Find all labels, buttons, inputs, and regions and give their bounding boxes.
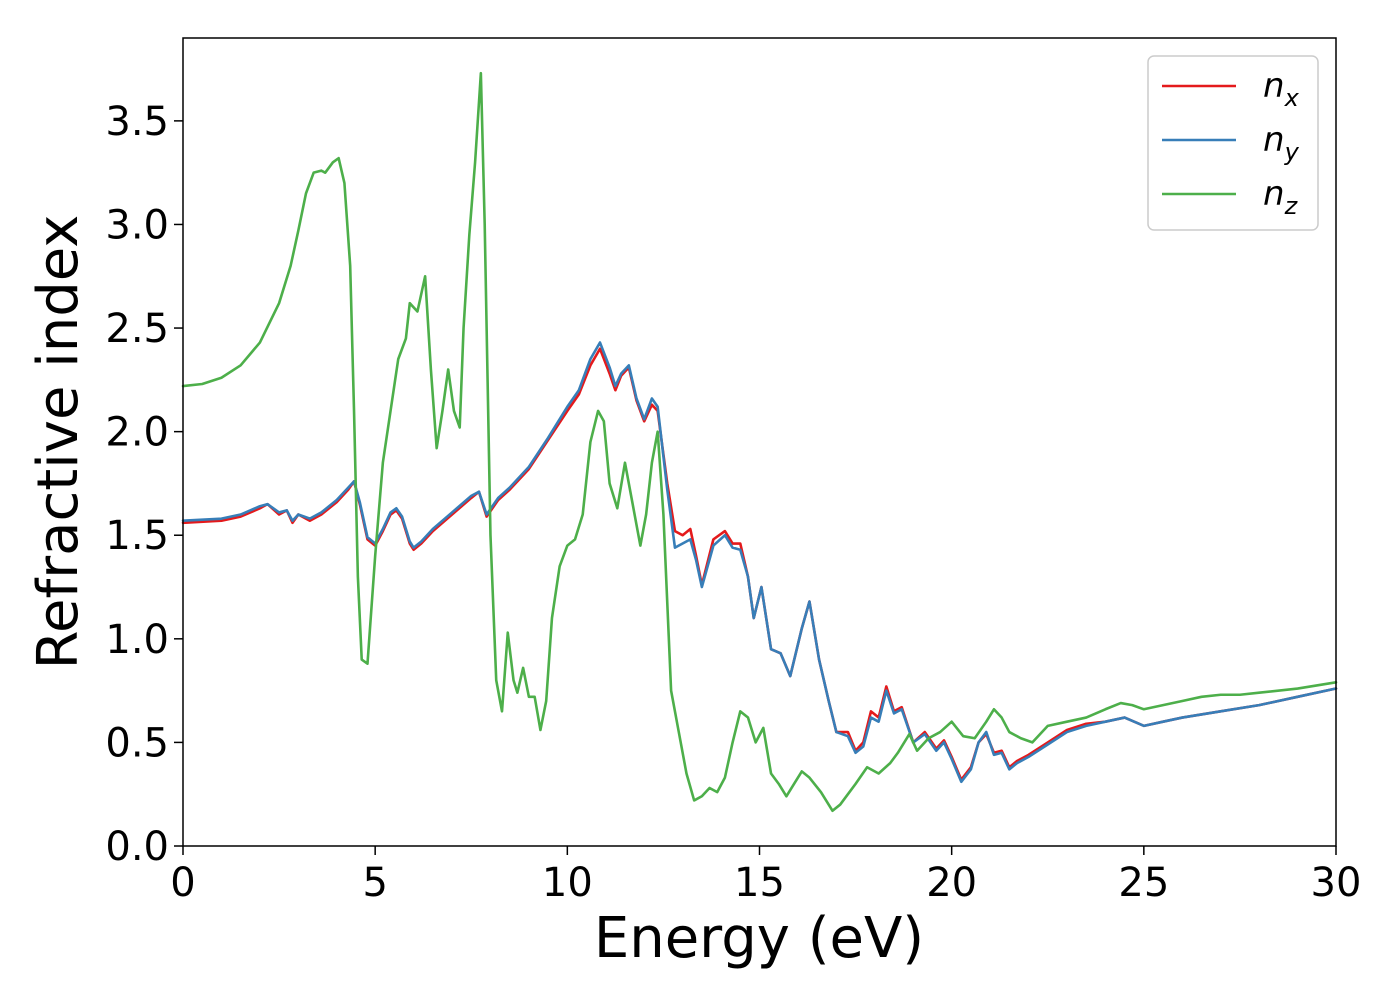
y-axis: 0.0 0.5 1.0 1.5 2.0 2.5 3.0 3.5: [105, 99, 183, 870]
x-axis: 0 5 10 15 20 25 30: [170, 846, 1361, 906]
legend-box: [1147, 55, 1319, 231]
x-tick-label: 5: [362, 860, 387, 906]
legend-label-ny: ny: [1263, 120, 1300, 166]
series-layer: [181, 71, 1338, 813]
y-tick-label: 3.0: [105, 202, 169, 248]
y-tick-label: 0.0: [105, 824, 169, 870]
x-tick-label: 30: [1311, 860, 1362, 906]
y-tick-label: 1.5: [105, 513, 169, 559]
x-tick-label: 20: [926, 860, 977, 906]
y-tick-label: 0.5: [105, 720, 169, 766]
plot-background: [183, 38, 1336, 846]
series-line-ny: [181, 341, 1338, 784]
y-tick-label: 2.0: [105, 410, 169, 456]
x-axis-title: Energy (eV): [594, 906, 924, 971]
y-tick-label: 1.0: [105, 617, 169, 663]
y-tick-label: 3.5: [105, 99, 169, 145]
series-line-nz: [181, 71, 1338, 813]
x-tick-label: 10: [542, 860, 593, 906]
x-tick-label: 25: [1118, 860, 1169, 906]
x-tick-label: 15: [734, 860, 785, 906]
x-tick-label: 0: [170, 860, 195, 906]
y-tick-label: 2.5: [105, 306, 169, 352]
y-axis-title: Refractive index: [26, 215, 91, 670]
